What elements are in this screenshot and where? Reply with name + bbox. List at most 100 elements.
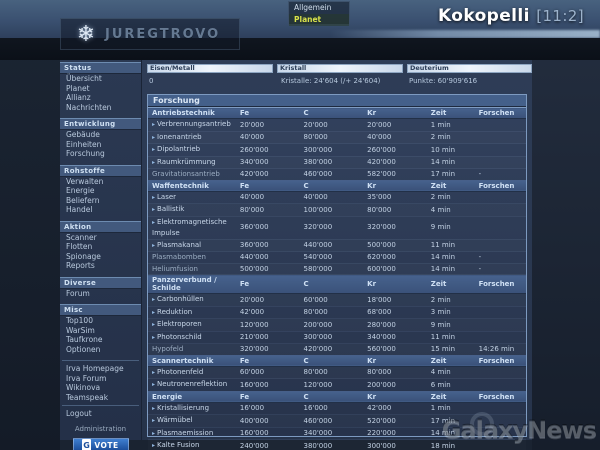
banner-horizon-glow (330, 30, 600, 38)
sidebar-link-irva-forum[interactable]: Irva Forum (66, 373, 107, 383)
resource-value-crystal: Kristalle: 24'604 (/+ 24'604) (281, 77, 381, 85)
research-name[interactable]: ▸ Photonenfeld (148, 366, 236, 379)
research-name[interactable]: ▸ Plasmaemission (148, 427, 236, 440)
sidebar-link-irva-homepage[interactable]: Irva Homepage (66, 364, 124, 373)
research-name[interactable]: ▸ Wärmübel (148, 414, 236, 428)
research-name[interactable]: ▸ Elektroporen (148, 318, 236, 332)
sidebar-item-forum[interactable]: Forum (66, 288, 90, 298)
research-label: Photonschild (157, 332, 202, 341)
table-row: Hypofeld 320'000 420'000 560'000 15 min 14:26… (148, 343, 526, 356)
research-cell-c: 80'000 (299, 131, 364, 144)
sidebar-item-flotten[interactable]: Flotten (66, 242, 93, 251)
research-cell-fe: 40'000 (235, 131, 300, 144)
research-name[interactable]: ▸ Photonschild (148, 331, 236, 344)
research-name[interactable]: ▸ Elektromagnetische Impulse (148, 216, 236, 240)
tab-allgemein[interactable]: Allgemein (294, 3, 332, 12)
sidebar-heading-entwicklung: Entwicklung (60, 118, 141, 130)
sidebar-menu: Status Übersicht Planet Allianz Nachrichten E… (60, 62, 141, 354)
research-action-cell (474, 331, 526, 344)
sidebar-item-forschung[interactable]: Forschung (66, 149, 105, 158)
sidebar-block-rohstoffe: Rohstoffe Verwalten Energie Beliefern Handel (60, 164, 141, 215)
sidebar-divider (62, 360, 139, 361)
sidebar-link-wikinova[interactable]: Wikinova (66, 383, 101, 392)
sidebar-item-geb-ude[interactable]: Gebäude (66, 130, 100, 139)
expand-arrow-icon: ▸ (152, 206, 156, 213)
column-header-1: Fe (235, 107, 300, 119)
sidebar-item-reports[interactable]: Reports (66, 261, 95, 270)
research-cell-zeit: 4 min (426, 366, 475, 379)
section-header-row: Antriebstechnik Fe C Kr Zeit Forschen (148, 107, 526, 119)
research-name[interactable]: ▸ Dipolantrieb (148, 143, 236, 157)
resource-bar-iron (147, 64, 273, 73)
table-row: ▸ Kristallisierung 16'000 16'000 42'000 1 min (148, 402, 526, 415)
column-header-5: Forschen (474, 390, 526, 403)
sidebar-item-nachrichten[interactable]: Nachrichten (66, 102, 112, 112)
section-title: Scannertechnik (148, 354, 236, 367)
research-name[interactable]: ▸ Plasmakanal (148, 239, 236, 252)
section-title: Antriebstechnik (148, 107, 236, 119)
research-action-cell: - (474, 251, 526, 264)
table-row: ▸ Carbonhüllen 20'000 60'000 18'000 2 min (148, 293, 526, 307)
research-cell-fe: 160'000 (235, 427, 300, 440)
research-name[interactable]: ▸ Neutronenreflektion (148, 378, 236, 392)
research-cell-kr: 320'000 (363, 216, 427, 240)
expand-arrow-icon: ▸ (152, 133, 156, 141)
gamesites-vote-button[interactable]: G VOTE (72, 437, 129, 450)
research-label: Ballistik (157, 205, 185, 213)
sidebar-link-teamspeak[interactable]: Teamspeak (66, 392, 109, 402)
sidebar-item-optionen[interactable]: Optionen (66, 344, 101, 354)
research-name[interactable]: ▸ Kristallisierung (148, 402, 236, 415)
expand-arrow-icon: ▸ (152, 429, 156, 437)
site-logo[interactable]: ❄ JUREGTROVO (60, 18, 240, 50)
research-cell-zeit: 11 min (426, 331, 475, 344)
sidebar-item-spionage[interactable]: Spionage (66, 251, 101, 261)
research-name[interactable]: ▸ Verbrennungsantrieb (148, 118, 236, 132)
research-label: Neutronenreflektion (157, 380, 228, 388)
sidebar-external-links: Irva Homepage Irva Forum Wikinova Teamspeak (60, 364, 141, 402)
research-cell-fe: 320'000 (235, 343, 300, 356)
sidebar-item-taufkrone[interactable]: Taufkrone (66, 335, 103, 344)
sidebar-item-beliefern[interactable]: Beliefern (66, 195, 100, 205)
top-tabs: Allgemein Planet (288, 1, 350, 26)
sidebar-item-planet[interactable]: Planet (66, 83, 90, 93)
column-header-1: Fe (235, 390, 300, 403)
tab-planet[interactable]: Planet (289, 14, 349, 26)
research-cell-kr: 18'000 (363, 293, 427, 307)
sidebar-item-logout[interactable]: Logout (66, 409, 92, 418)
sidebar-item-einheiten[interactable]: Einheiten (66, 139, 102, 149)
research-cell-fe: 400'000 (235, 414, 300, 428)
research-cell-zeit: 2 min (426, 293, 475, 307)
research-name[interactable]: ▸ Carbonhüllen (148, 293, 236, 307)
sidebar-item--bersicht[interactable]: Übersicht (66, 74, 102, 83)
site-banner: ❄ JUREGTROVO Allgemein Planet Kokopelli … (0, 0, 600, 60)
research-name[interactable]: ▸ Kalte Fusion (148, 439, 236, 450)
research-name[interactable]: ▸ Ballistik (148, 203, 236, 217)
sidebar-heading-misc: Misc (60, 304, 141, 316)
sidebar-heading-diverse: Diverse (60, 276, 141, 289)
research-name[interactable]: ▸ Ionenantrieb (148, 131, 236, 144)
expand-arrow-icon: ▸ (152, 333, 156, 341)
sidebar-item-scanner[interactable]: Scanner (66, 232, 97, 242)
sidebar-item-verwalten[interactable]: Verwalten (66, 176, 104, 186)
sidebar-item-handel[interactable]: Handel (66, 205, 93, 214)
resource-label-iron: Eisen/Metall (150, 64, 195, 72)
research-table: Antriebstechnik Fe C Kr Zeit Forschen ▸ Verbren… (148, 107, 526, 450)
sidebar-item-allianz[interactable]: Allianz (66, 93, 91, 102)
research-name[interactable]: ▸ Reduktion (148, 306, 236, 319)
sidebar-item-energie[interactable]: Energie (66, 186, 95, 195)
sidebar-item-warsim[interactable]: WarSim (66, 325, 95, 335)
research-name[interactable]: ▸ Laser (148, 191, 236, 204)
research-name[interactable]: ▸ Raumkrümmung (148, 156, 236, 169)
table-row: ▸ Dipolantrieb 260'000 300'000 260'000 10 min (148, 143, 526, 157)
expand-arrow-icon: ▸ (152, 381, 156, 388)
table-row: ▸ Kalte Fusion 240'000 380'000 300'000 18 min (148, 439, 526, 450)
expand-arrow-icon: ▸ (152, 158, 156, 166)
column-header-5: Forschen (474, 274, 526, 294)
table-row: ▸ Neutronenreflektion 160'000 120'000 200'00… (148, 378, 526, 392)
table-row: ▸ Elektroporen 120'000 200'000 280'000 9 min (148, 318, 526, 332)
research-cell-kr: 560'000 (363, 343, 427, 356)
research-cell-zeit: 9 min (426, 216, 475, 240)
research-action-cell (474, 293, 526, 307)
sidebar-item-top100[interactable]: Top100 (66, 316, 93, 325)
